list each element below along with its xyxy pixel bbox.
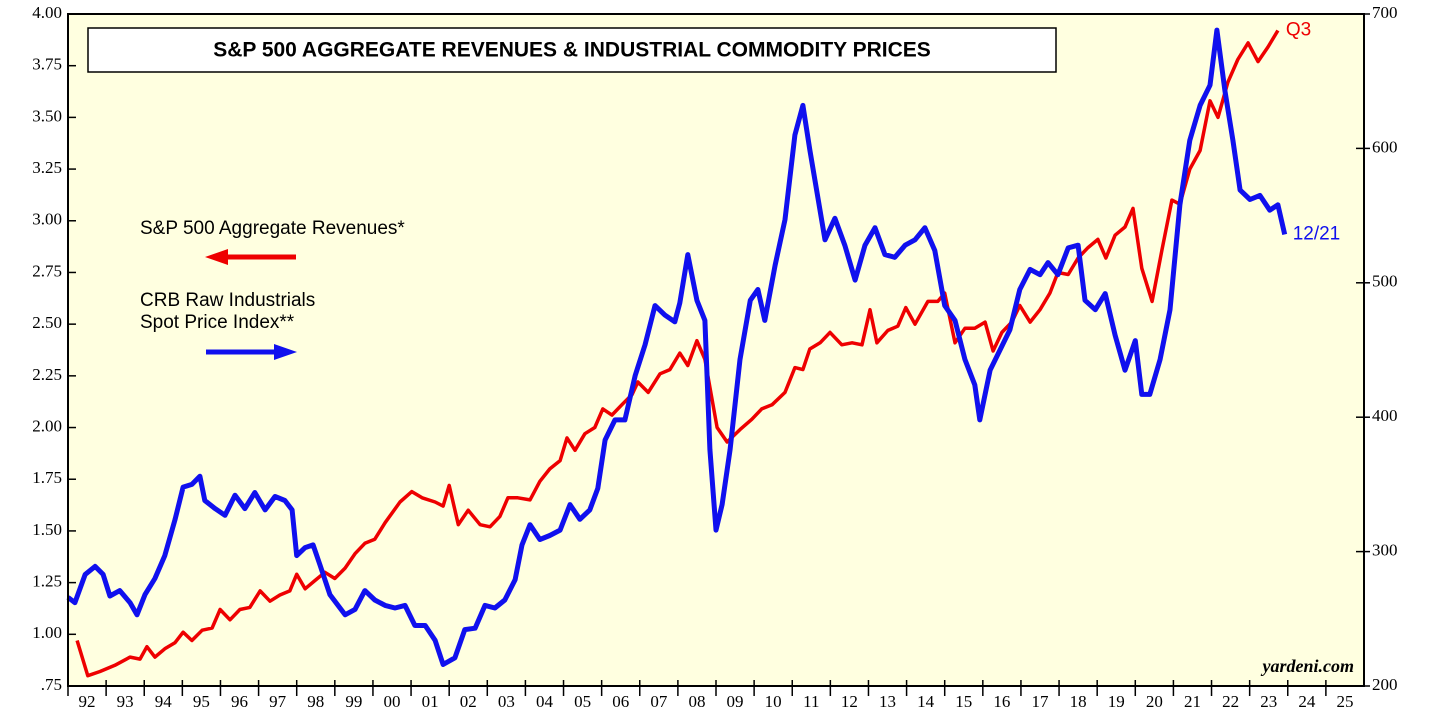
series-line [75, 29, 1280, 678]
x-tick-label: 18 [1070, 692, 1087, 711]
x-tick-label: 10 [765, 692, 782, 711]
x-tick-label: 23 [1260, 692, 1277, 711]
series-line [66, 27, 1288, 667]
legend-label: S&P 500 Aggregate Revenues* [140, 218, 405, 239]
y-tick-label: 1.00 [32, 623, 62, 642]
x-tick-label: 11 [803, 692, 819, 711]
title-box [87, 27, 1057, 73]
y-tick-label: 3.25 [32, 158, 62, 177]
y-tick-label: .75 [41, 675, 62, 694]
y-tick-label: 4.00 [32, 3, 62, 22]
x-tick-label: 97 [269, 692, 287, 711]
x-tick-label: 05 [574, 692, 591, 711]
y-tick-label: 2.25 [32, 365, 62, 384]
x-tick-label: 20 [1146, 692, 1163, 711]
x-tick-label: 22 [1222, 692, 1239, 711]
y2-tick-label: 600 [1372, 137, 1398, 156]
x-tick-label: 13 [879, 692, 896, 711]
x-tick-label: 17 [1032, 692, 1050, 711]
x-tick-label: 00 [384, 692, 401, 711]
x-tick-label: 03 [498, 692, 515, 711]
x-tick-label: 93 [117, 692, 134, 711]
x-tick-label: 04 [536, 692, 554, 711]
legend-arrow-blue [206, 344, 297, 360]
x-tick-label: 96 [231, 692, 248, 711]
source: yardeni.com [1261, 656, 1355, 676]
y2-tick-label: 400 [1372, 406, 1398, 425]
y-tick-label: 2.00 [32, 416, 62, 435]
x-tick-label: 21 [1184, 692, 1201, 711]
y2-tick-label: 200 [1372, 675, 1398, 694]
y2-tick-label: 700 [1372, 3, 1398, 22]
x-tick-label: 99 [345, 692, 362, 711]
end-label: 12/21 [1293, 223, 1341, 244]
x-tick-label: 98 [307, 692, 324, 711]
y-tick-label: 2.50 [32, 313, 62, 332]
y2-tick-label: 300 [1372, 541, 1398, 560]
y2-tick-label: 500 [1372, 272, 1398, 291]
y-tick-label: 2.75 [32, 261, 62, 280]
x-tick-label: 02 [460, 692, 477, 711]
x-tick-label: 24 [1298, 692, 1316, 711]
y-tick-label: 3.50 [32, 106, 62, 125]
x-tick-label: 14 [917, 692, 935, 711]
chart-title: S&P 500 AGGREGATE REVENUES & INDUSTRIAL … [213, 39, 931, 62]
end-label: Q3 [1286, 20, 1311, 41]
x-tick-label: 01 [422, 692, 439, 711]
x-tick-label: 07 [650, 692, 668, 711]
x-tick-label: 06 [612, 692, 629, 711]
plot-frame [67, 13, 1365, 687]
x-tick-label: 08 [688, 692, 705, 711]
y-tick-label: 3.00 [32, 210, 62, 229]
y-tick-label: 1.50 [32, 520, 62, 539]
y-tick-label: 1.75 [32, 468, 62, 487]
x-tick-label: 19 [1108, 692, 1125, 711]
x-tick-label: 12 [841, 692, 858, 711]
x-tick-label: 94 [155, 692, 173, 711]
legend-label: CRB Raw Industrials Spot Price Index** [140, 290, 316, 333]
y-tick-label: 3.75 [32, 55, 62, 74]
legend-arrow-red [205, 249, 296, 265]
x-tick-label: 09 [727, 692, 744, 711]
x-tick-label: 25 [1336, 692, 1353, 711]
x-tick-label: 92 [79, 692, 96, 711]
x-tick-label: 95 [193, 692, 210, 711]
y-tick-label: 1.25 [32, 572, 62, 591]
x-tick-label: 16 [993, 692, 1010, 711]
x-tick-label: 15 [955, 692, 972, 711]
